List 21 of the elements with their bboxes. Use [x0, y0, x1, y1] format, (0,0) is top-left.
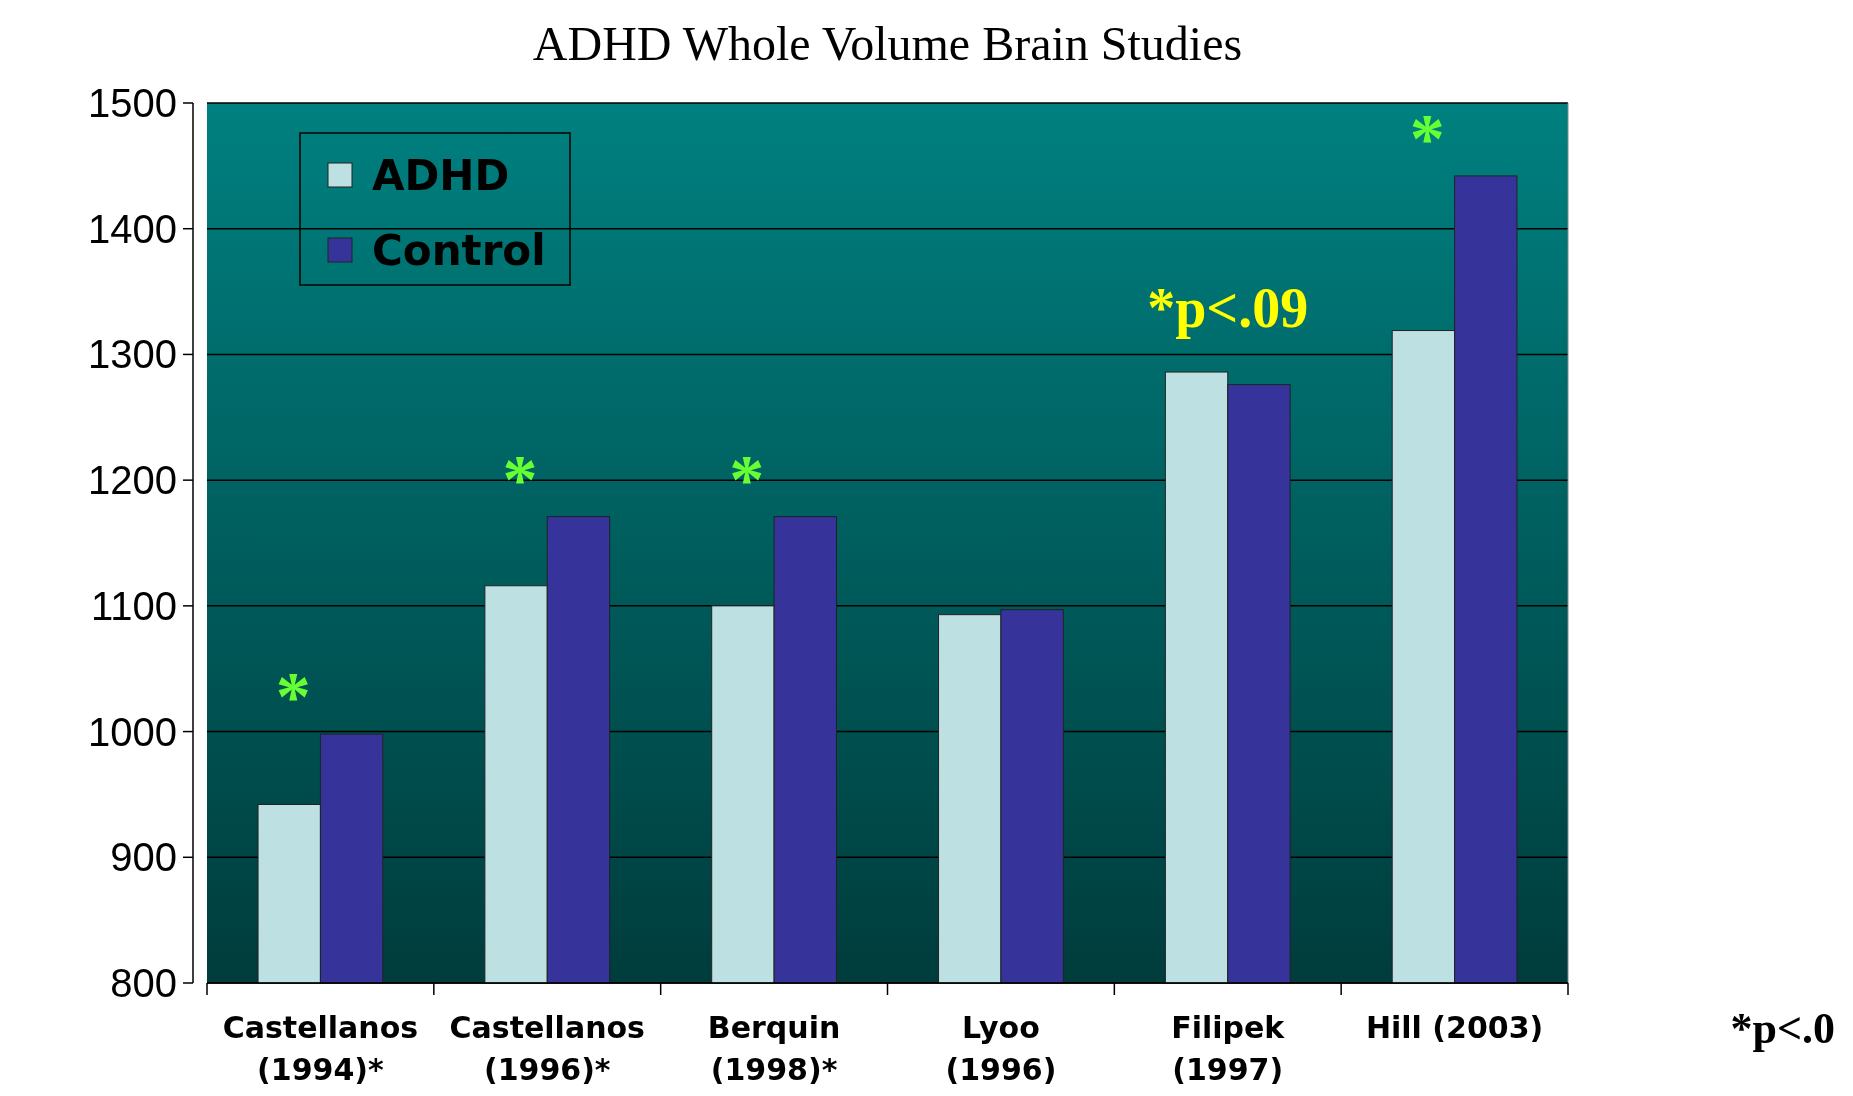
y-tick-label: 1200 — [88, 458, 177, 503]
y-tick-label: 1400 — [88, 206, 177, 251]
legend-label: ADHD — [372, 150, 510, 200]
x-tick-label: Castellanos (1994)* — [222, 1010, 419, 1087]
y-tick-label: 1000 — [88, 709, 177, 754]
y-tick-label: 900 — [110, 835, 177, 880]
annotation: * — [275, 658, 311, 736]
x-tick-label: Hill (2003) — [1365, 1010, 1544, 1045]
y-tick-label: 800 — [110, 961, 177, 1005]
annotation: * — [1409, 99, 1445, 177]
chart-title: ADHD Whole Volume Brain Studies — [532, 17, 1243, 70]
text: *p<.0 — [1730, 1004, 1835, 1053]
x-tick-label: Lyoo (1996) — [945, 1010, 1057, 1087]
legend-label: Control — [372, 225, 546, 275]
annotation: *p<.09 — [1147, 277, 1309, 340]
y-tick-label: 1100 — [90, 583, 177, 628]
x-tick-label: Castellanos (1996)* — [449, 1010, 645, 1087]
y-tick-label: 1500 — [88, 81, 177, 125]
x-tick-label: Berquin (1998)* — [707, 1010, 841, 1087]
x-tick-label: Filipek (1997) — [1171, 1010, 1286, 1087]
y-tick-label: 1300 — [88, 332, 177, 377]
